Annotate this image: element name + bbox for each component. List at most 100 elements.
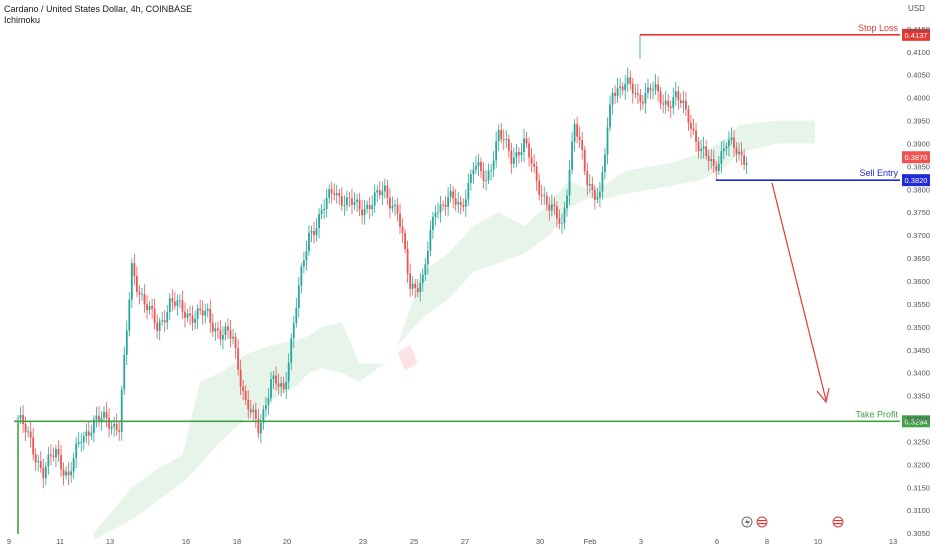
candle-body [609,104,611,128]
candle-body [128,299,131,331]
candle-body [87,431,90,436]
x-tick-label: 27 [461,537,469,546]
candle-body [308,232,310,251]
x-tick-label: 16 [182,537,190,546]
candle-body [335,193,338,195]
candle-body [340,195,343,206]
candle-body [578,136,581,141]
candle-body [348,197,351,199]
candle-body [143,294,146,305]
candle-body [682,100,685,104]
candle-body [464,199,467,207]
candle-body [75,443,78,459]
candle-body [695,130,697,142]
candle-body [507,139,510,151]
candle-body [168,298,171,313]
candle-body [85,431,88,437]
candle-body [472,169,475,175]
candle-body [239,369,242,387]
candle-body [356,199,358,202]
candles [17,67,748,489]
candle-body [538,180,541,195]
candle-body [505,139,508,141]
candle-body [399,213,401,227]
candle-body [125,330,128,355]
candle-body [735,147,738,155]
candle-body [17,418,19,420]
candle-body [282,383,285,390]
candle-body [591,184,594,191]
candle-body [232,336,234,339]
candle-body [553,204,556,207]
candle-body [323,208,326,211]
candle-body [60,454,62,470]
x-tick-label: 13 [106,537,114,546]
y-tick-label: 0.4150 [907,25,930,34]
candle-body [262,409,265,423]
candle-body [426,251,429,265]
candle-body [186,313,189,318]
indicator-label[interactable]: Ichimoku [4,15,41,25]
candle-body [700,148,702,152]
candle-body [37,461,40,463]
candle-body [530,157,533,164]
candle-body [634,93,637,95]
candle-body [439,204,442,213]
candle-body [421,274,424,284]
candle-body [343,205,346,207]
candle-body [272,375,275,380]
candle-body [452,191,455,199]
time-axis[interactable]: 9 11 13 16 18 20 23 25 27 30 Feb 3 6 8 10 13 [7,537,897,546]
candle-body [302,260,305,267]
candle-body [639,94,642,102]
candle-body [80,442,83,443]
candle-body [383,185,386,192]
candle-body [396,204,399,214]
candle-body [105,411,108,418]
candle-body [204,310,207,316]
candle-body [120,389,123,432]
y-tick-label: 0.3200 [907,460,930,469]
y-tick-label: 0.4100 [907,48,930,57]
candle-body [644,92,647,104]
candle-body [573,124,576,142]
current-price-text: 0.3870 [905,153,928,162]
candle-body [49,454,52,456]
candle-body [730,137,733,140]
candle-body [414,283,417,289]
candle-body [432,216,434,230]
candle-body [229,330,232,339]
us-flag-icon-2[interactable] [832,516,844,528]
candle-body [409,273,412,289]
candle-body [475,165,477,170]
candle-body [34,454,37,463]
candle-body [44,466,47,479]
candle-body [738,151,740,155]
candle-body [70,471,73,476]
y-tick-label: 0.3550 [907,300,930,309]
candle-body [568,169,571,196]
candle-body [654,84,657,90]
candle-body [454,198,457,205]
x-tick-label: 11 [56,537,64,546]
candle-body [394,204,396,206]
price-axis[interactable]: 0.3050 0.3100 0.3150 0.3200 0.3250 0.3300 0.33… [907,25,930,538]
candle-body [502,139,505,141]
candle-body [462,205,465,207]
candle-body [363,208,366,216]
candle-body [520,151,523,156]
candle-body [437,212,439,214]
candle-body [295,308,298,324]
y-tick-label: 0.3650 [907,254,930,263]
candle-body [416,288,419,293]
us-flag-icon[interactable] [756,516,768,528]
x-tick-label: 18 [233,537,241,546]
candle-body [265,405,267,410]
chart-header: Cardano / United States Dollar, 4h, COIN… [4,4,192,26]
candle-body [373,192,376,206]
candle-body [533,163,536,167]
sell-entry-label: Sell Entry [859,168,898,178]
candle-body [237,348,240,370]
symbol-title[interactable]: Cardano / United States Dollar, 4h, COIN… [4,4,193,14]
